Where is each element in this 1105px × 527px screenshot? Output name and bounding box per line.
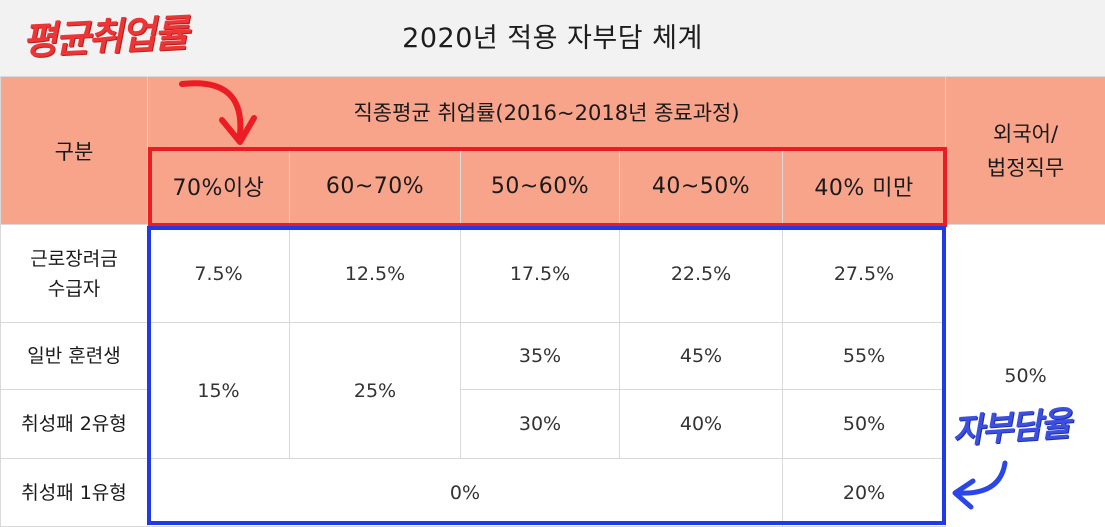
row-label-line1: 근로장려금: [30, 247, 118, 270]
title-bar: [0, 0, 1105, 76]
row-label-work-incentive: 근로장려금 수급자: [0, 224, 148, 323]
table-cell: 20%: [781, 458, 947, 527]
table-cell: 17.5%: [460, 224, 620, 323]
page-title: 2020년 적용 자부담 체계: [402, 23, 703, 54]
row-label-employment-package-2: 취성패 2유형: [0, 389, 148, 459]
table-cell: 27.5%: [781, 224, 947, 323]
header-foreign-line1: 외국어/: [993, 121, 1059, 146]
header-foreign: 외국어/ 법정직무: [945, 76, 1105, 225]
header-group-title: 직종평균 취업률(2016~2018년 종료과정): [146, 76, 947, 148]
row-label-general-trainee: 일반 훈련생: [0, 322, 148, 390]
row-label-employment-package-1: 취성패 1유형: [0, 458, 148, 527]
merged-cell-70-plus: 15%: [147, 322, 290, 459]
cost-share-table: 구분 직종평균 취업률(2016~2018년 종료과정) 외국어/ 법정직무 7…: [0, 76, 1105, 527]
header-col-60-70: 60~70%: [289, 147, 461, 225]
table-cell: 35%: [460, 322, 620, 390]
table-cell: 30%: [460, 389, 620, 459]
foreign-rate-cell: 50%: [945, 224, 1105, 527]
header-foreign-line2: 법정직무: [986, 155, 1065, 180]
table-cell: 45%: [619, 322, 783, 390]
merged-cell-60-70: 25%: [289, 322, 461, 459]
table-cell: 40%: [619, 389, 783, 459]
header-col-70-plus: 70%이상: [147, 147, 290, 225]
header-gubun: 구분: [0, 76, 148, 225]
header-col-50-60: 50~60%: [460, 147, 620, 225]
table-cell: 22.5%: [619, 224, 783, 323]
annotation-cost-share-rate: 자부담율: [950, 403, 1071, 453]
header-col-under-40: 40% 미만: [781, 147, 947, 225]
annotation-average-employment-rate: 평균취업률: [21, 10, 189, 64]
table-cell: 7.5%: [147, 224, 290, 323]
table-cell: 55%: [781, 322, 947, 390]
table-cell: 12.5%: [289, 224, 461, 323]
table-cell: 50%: [781, 389, 947, 459]
header-col-40-50: 40~50%: [619, 147, 783, 225]
zero-rate-cell: 0%: [147, 458, 783, 527]
row-label-line2: 수급자: [47, 277, 101, 300]
